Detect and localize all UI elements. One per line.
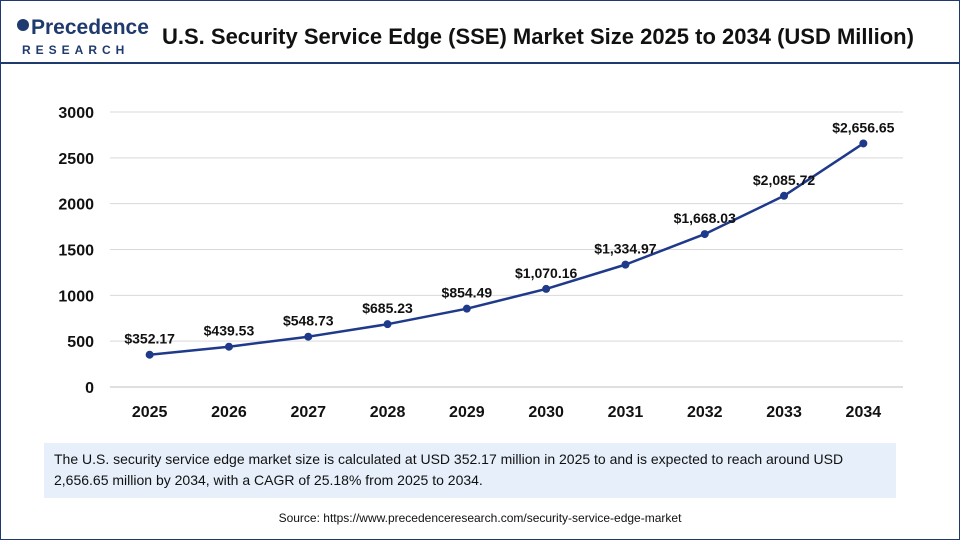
y-tick-label-1500: 1500 [58, 243, 94, 260]
x-tick-label-2025: 2025 [132, 404, 168, 421]
logo-dot [17, 19, 29, 31]
data-point-2027 [304, 332, 313, 341]
y-tick-label-2500: 2500 [58, 151, 94, 168]
x-tick-label-2029: 2029 [449, 404, 485, 421]
series-line [149, 142, 865, 356]
y-tick-label-0: 0 [85, 380, 94, 397]
logo-main-text: Precedence [31, 16, 149, 39]
x-tick-label-2030: 2030 [528, 404, 564, 421]
header: Precedence RESEARCH U.S. Security Servic… [0, 0, 960, 64]
x-tick-label-2028: 2028 [370, 404, 406, 421]
data-point-2032 [700, 230, 709, 239]
y-tick-label-500: 500 [67, 334, 94, 351]
line-chart: 0 500 1000 1500 2000 2500 3000 2025 2026 2027 2028… [58, 105, 903, 421]
data-label-2034: $2,656.65 [832, 119, 894, 135]
precedence-logo: Precedence RESEARCH [17, 16, 149, 57]
data-point-2026 [224, 342, 233, 351]
data-label-2033: $2,085.72 [753, 172, 815, 188]
data-point-2031 [621, 260, 630, 269]
data-label-2025: $352.17 [124, 331, 175, 347]
chart-title: U.S. Security Service Edge (SSE) Market … [162, 24, 914, 49]
x-tick-label-2027: 2027 [290, 404, 326, 421]
data-point-2033 [780, 191, 789, 200]
data-point-2034 [859, 139, 868, 148]
data-label-2029: $854.49 [442, 285, 493, 301]
series-layer [145, 139, 868, 359]
data-point-2029 [462, 304, 471, 313]
data-label-2028: $685.23 [362, 300, 413, 316]
data-point-2025 [145, 350, 154, 359]
x-tick-label-2026: 2026 [211, 404, 247, 421]
x-tick-label-2034: 2034 [846, 404, 882, 421]
grid-layer [110, 111, 903, 342]
y-tick-label-2000: 2000 [58, 197, 94, 214]
logo-sub-text: RESEARCH [22, 43, 129, 57]
summary-note: The U.S. security service edge market si… [44, 443, 896, 498]
data-label-2027: $548.73 [283, 313, 334, 329]
y-tick-label-1000: 1000 [58, 288, 94, 305]
data-label-2026: $439.53 [204, 323, 255, 339]
axis-layer: 0 500 1000 1500 2000 2500 3000 2025 2026 2027 2028… [58, 105, 903, 421]
source-text: Source: https://www.precedenceresearch.c… [278, 511, 682, 525]
x-tick-label-2033: 2033 [766, 404, 802, 421]
data-label-2032: $1,668.03 [674, 210, 736, 226]
x-tick-label-2032: 2032 [687, 404, 723, 421]
data-label-2031: $1,334.97 [594, 241, 656, 257]
label-layer: $352.17 $439.53 $548.73 $685.23 $854.49 $1,07… [124, 119, 894, 346]
data-point-2030 [542, 284, 551, 293]
data-label-2030: $1,070.16 [515, 265, 577, 281]
y-tick-label-3000: 3000 [58, 105, 94, 122]
data-point-2028 [383, 320, 392, 329]
x-tick-label-2031: 2031 [608, 404, 644, 421]
